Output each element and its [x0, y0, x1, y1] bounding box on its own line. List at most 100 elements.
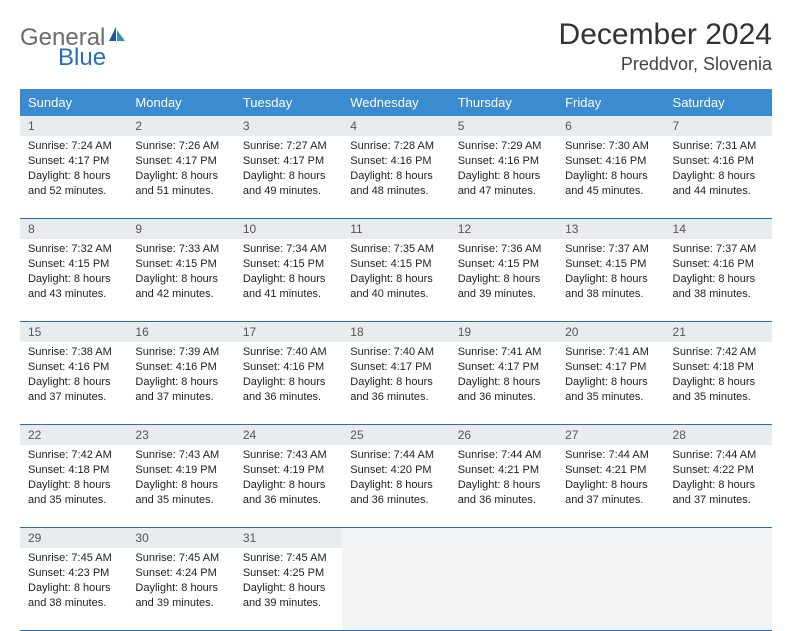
day-number-cell: 29: [20, 528, 127, 549]
day-number-cell: 20: [557, 322, 664, 343]
daylight-text: Daylight: 8 hours and 36 minutes.: [458, 478, 549, 508]
day-cell: Sunrise: 7:41 AMSunset: 4:17 PMDaylight:…: [557, 342, 664, 425]
sunset-text: Sunset: 4:17 PM: [28, 154, 119, 169]
day-number-cell: 14: [665, 219, 772, 240]
sunrise-text: Sunrise: 7:38 AM: [28, 345, 119, 360]
sunrise-text: Sunrise: 7:36 AM: [458, 242, 549, 257]
daylight-text: Daylight: 8 hours and 39 minutes.: [135, 581, 226, 611]
day-number-row: 891011121314: [20, 219, 772, 240]
day-number-row: 15161718192021: [20, 322, 772, 343]
day-number-cell: 26: [450, 425, 557, 446]
day-number-cell: 1: [20, 116, 127, 136]
sunrise-text: Sunrise: 7:45 AM: [28, 551, 119, 566]
day-content-row: Sunrise: 7:24 AMSunset: 4:17 PMDaylight:…: [20, 136, 772, 219]
sunset-text: Sunset: 4:16 PM: [135, 360, 226, 375]
day-cell: Sunrise: 7:40 AMSunset: 4:16 PMDaylight:…: [235, 342, 342, 425]
sunrise-text: Sunrise: 7:44 AM: [350, 448, 441, 463]
sunset-text: Sunset: 4:19 PM: [135, 463, 226, 478]
day-cell: Sunrise: 7:36 AMSunset: 4:15 PMDaylight:…: [450, 239, 557, 322]
sail-icon: [107, 25, 127, 48]
daylight-text: Daylight: 8 hours and 36 minutes.: [243, 478, 334, 508]
sunset-text: Sunset: 4:16 PM: [673, 154, 764, 169]
sunrise-text: Sunrise: 7:40 AM: [243, 345, 334, 360]
day-number-cell: [557, 528, 664, 549]
sunrise-text: Sunrise: 7:42 AM: [28, 448, 119, 463]
title-block: December 2024 Preddvor, Slovenia: [559, 18, 772, 75]
day-number-cell: 7: [665, 116, 772, 136]
sunset-text: Sunset: 4:16 PM: [458, 154, 549, 169]
sunset-text: Sunset: 4:17 PM: [565, 360, 656, 375]
sunset-text: Sunset: 4:17 PM: [458, 360, 549, 375]
sunrise-text: Sunrise: 7:35 AM: [350, 242, 441, 257]
day-number-cell: 27: [557, 425, 664, 446]
sunrise-text: Sunrise: 7:30 AM: [565, 139, 656, 154]
day-number-cell: 16: [127, 322, 234, 343]
sunset-text: Sunset: 4:16 PM: [28, 360, 119, 375]
sunrise-text: Sunrise: 7:31 AM: [673, 139, 764, 154]
day-number-cell: 11: [342, 219, 449, 240]
day-cell: Sunrise: 7:33 AMSunset: 4:15 PMDaylight:…: [127, 239, 234, 322]
daylight-text: Daylight: 8 hours and 52 minutes.: [28, 169, 119, 199]
day-cell: Sunrise: 7:39 AMSunset: 4:16 PMDaylight:…: [127, 342, 234, 425]
day-cell: Sunrise: 7:44 AMSunset: 4:22 PMDaylight:…: [665, 445, 772, 528]
day-number-cell: 23: [127, 425, 234, 446]
daylight-text: Daylight: 8 hours and 38 minutes.: [28, 581, 119, 611]
daylight-text: Daylight: 8 hours and 38 minutes.: [565, 272, 656, 302]
daylight-text: Daylight: 8 hours and 37 minutes.: [135, 375, 226, 405]
sunset-text: Sunset: 4:16 PM: [243, 360, 334, 375]
day-cell: Sunrise: 7:31 AMSunset: 4:16 PMDaylight:…: [665, 136, 772, 219]
day-cell: [665, 548, 772, 631]
day-number-cell: 18: [342, 322, 449, 343]
weekday-header: Thursday: [450, 89, 557, 116]
sunset-text: Sunset: 4:17 PM: [135, 154, 226, 169]
sunset-text: Sunset: 4:15 PM: [458, 257, 549, 272]
sunrise-text: Sunrise: 7:45 AM: [243, 551, 334, 566]
month-title: December 2024: [559, 18, 772, 52]
daylight-text: Daylight: 8 hours and 51 minutes.: [135, 169, 226, 199]
day-number-cell: 22: [20, 425, 127, 446]
sunset-text: Sunset: 4:15 PM: [243, 257, 334, 272]
daylight-text: Daylight: 8 hours and 49 minutes.: [243, 169, 334, 199]
day-cell: Sunrise: 7:43 AMSunset: 4:19 PMDaylight:…: [127, 445, 234, 528]
day-number-cell: 5: [450, 116, 557, 136]
day-cell: Sunrise: 7:41 AMSunset: 4:17 PMDaylight:…: [450, 342, 557, 425]
day-cell: Sunrise: 7:42 AMSunset: 4:18 PMDaylight:…: [665, 342, 772, 425]
day-number-cell: 9: [127, 219, 234, 240]
day-cell: [342, 548, 449, 631]
daylight-text: Daylight: 8 hours and 40 minutes.: [350, 272, 441, 302]
day-number-cell: 4: [342, 116, 449, 136]
weekday-header-row: SundayMondayTuesdayWednesdayThursdayFrid…: [20, 89, 772, 116]
weekday-header: Saturday: [665, 89, 772, 116]
sunrise-text: Sunrise: 7:40 AM: [350, 345, 441, 360]
sunset-text: Sunset: 4:17 PM: [350, 360, 441, 375]
day-number-cell: 3: [235, 116, 342, 136]
day-cell: Sunrise: 7:24 AMSunset: 4:17 PMDaylight:…: [20, 136, 127, 219]
day-cell: Sunrise: 7:44 AMSunset: 4:20 PMDaylight:…: [342, 445, 449, 528]
weekday-header: Tuesday: [235, 89, 342, 116]
day-number-cell: 15: [20, 322, 127, 343]
calendar-table: SundayMondayTuesdayWednesdayThursdayFrid…: [20, 89, 772, 631]
day-number-cell: [450, 528, 557, 549]
sunset-text: Sunset: 4:23 PM: [28, 566, 119, 581]
daylight-text: Daylight: 8 hours and 36 minutes.: [350, 478, 441, 508]
sunset-text: Sunset: 4:20 PM: [350, 463, 441, 478]
sunrise-text: Sunrise: 7:44 AM: [673, 448, 764, 463]
day-cell: Sunrise: 7:27 AMSunset: 4:17 PMDaylight:…: [235, 136, 342, 219]
day-number-cell: 21: [665, 322, 772, 343]
sunrise-text: Sunrise: 7:39 AM: [135, 345, 226, 360]
day-cell: Sunrise: 7:43 AMSunset: 4:19 PMDaylight:…: [235, 445, 342, 528]
day-number-cell: 8: [20, 219, 127, 240]
weekday-header: Wednesday: [342, 89, 449, 116]
day-cell: Sunrise: 7:44 AMSunset: 4:21 PMDaylight:…: [450, 445, 557, 528]
daylight-text: Daylight: 8 hours and 38 minutes.: [673, 272, 764, 302]
sunrise-text: Sunrise: 7:26 AM: [135, 139, 226, 154]
day-cell: Sunrise: 7:35 AMSunset: 4:15 PMDaylight:…: [342, 239, 449, 322]
sunrise-text: Sunrise: 7:37 AM: [565, 242, 656, 257]
sunrise-text: Sunrise: 7:27 AM: [243, 139, 334, 154]
header: General December 2024 Preddvor, Slovenia: [20, 18, 772, 75]
day-cell: Sunrise: 7:30 AMSunset: 4:16 PMDaylight:…: [557, 136, 664, 219]
weekday-header: Friday: [557, 89, 664, 116]
sunrise-text: Sunrise: 7:43 AM: [243, 448, 334, 463]
sunset-text: Sunset: 4:15 PM: [565, 257, 656, 272]
sunset-text: Sunset: 4:15 PM: [350, 257, 441, 272]
